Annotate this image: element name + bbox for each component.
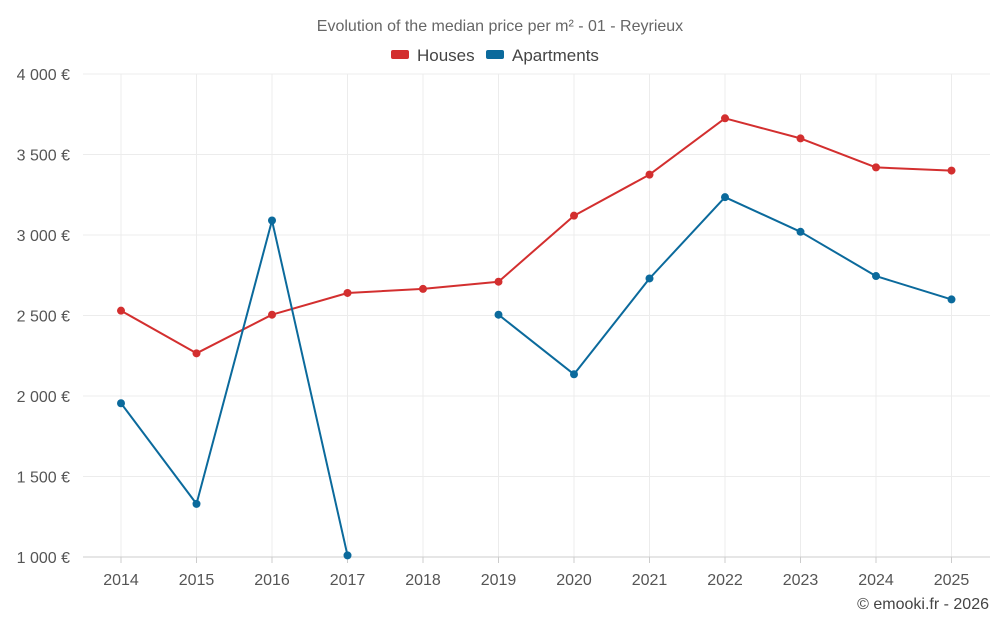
data-point-apartments-2024[interactable] — [872, 272, 880, 281]
legend-label-houses: Houses — [417, 46, 475, 65]
x-tick-label: 2016 — [254, 572, 290, 589]
y-tick-label: 2 500 € — [17, 309, 70, 326]
legend-swatch-apartments — [486, 50, 504, 59]
data-point-houses-2016[interactable] — [268, 310, 276, 319]
series-apartments — [117, 193, 956, 560]
y-tick-label: 1 000 € — [17, 550, 70, 567]
legend: Houses Apartments — [391, 46, 599, 65]
data-point-apartments-2023[interactable] — [796, 227, 805, 236]
data-point-houses-2025[interactable] — [947, 166, 956, 175]
x-tick-label: 2014 — [103, 572, 139, 589]
data-point-houses-2019[interactable] — [494, 277, 503, 286]
legend-item-apartments[interactable]: Apartments — [486, 46, 599, 65]
x-tick-label: 2024 — [858, 572, 894, 589]
x-tick-label: 2020 — [556, 572, 592, 589]
data-point-houses-2021[interactable] — [645, 170, 654, 179]
x-tick-label: 2022 — [707, 572, 743, 589]
data-point-apartments-2017[interactable] — [343, 551, 352, 560]
x-axis-ticks: 2014 2015 2016 2017 2018 2019 2020 2021 2022 2023… — [103, 557, 969, 589]
data-point-houses-2020[interactable] — [570, 211, 578, 220]
y-axis-ticks: 1 000 € 1 500 € 2 000 € 2 500 € 3 000 € 3 500… — [17, 67, 70, 567]
y-tick-label: 1 500 € — [17, 470, 70, 487]
x-tick-label: 2015 — [179, 572, 215, 589]
data-point-houses-2014[interactable] — [117, 306, 125, 315]
data-point-houses-2024[interactable] — [872, 163, 880, 172]
series-line-houses — [120, 117, 952, 355]
data-point-houses-2017[interactable] — [343, 288, 352, 297]
y-tick-label: 3 500 € — [17, 148, 70, 165]
data-point-houses-2023[interactable] — [796, 134, 805, 143]
x-tick-label: 2017 — [330, 572, 366, 589]
x-tick-label: 2019 — [481, 572, 517, 589]
y-tick-label: 3 000 € — [17, 228, 70, 245]
data-point-apartments-2019[interactable] — [494, 310, 503, 319]
grid — [83, 73, 990, 557]
x-tick-label: 2025 — [934, 572, 970, 589]
series-line-apartments — [120, 196, 952, 556]
legend-swatch-houses — [391, 50, 409, 59]
data-point-apartments-2016[interactable] — [268, 216, 276, 225]
legend-label-apartments: Apartments — [512, 46, 599, 65]
series-layer — [117, 114, 956, 560]
data-point-apartments-2022[interactable] — [721, 193, 729, 202]
chart-title: Evolution of the median price per m² - 0… — [317, 18, 683, 35]
data-point-apartments-2015[interactable] — [192, 499, 201, 508]
data-point-apartments-2020[interactable] — [570, 370, 578, 379]
series-houses — [117, 114, 956, 358]
data-point-houses-2015[interactable] — [192, 349, 201, 358]
data-point-apartments-2021[interactable] — [645, 274, 654, 283]
y-tick-label: 2 000 € — [17, 389, 70, 406]
credit-text: © emooki.fr - 2026 — [857, 596, 989, 613]
legend-item-houses[interactable]: Houses — [391, 46, 475, 65]
data-point-houses-2022[interactable] — [721, 114, 729, 123]
data-point-apartments-2014[interactable] — [117, 399, 125, 408]
data-point-apartments-2025[interactable] — [947, 295, 956, 304]
x-tick-label: 2018 — [405, 572, 441, 589]
x-tick-label: 2023 — [783, 572, 819, 589]
data-point-houses-2018[interactable] — [419, 284, 427, 293]
x-tick-label: 2021 — [632, 572, 668, 589]
y-tick-label: 4 000 € — [17, 67, 70, 84]
